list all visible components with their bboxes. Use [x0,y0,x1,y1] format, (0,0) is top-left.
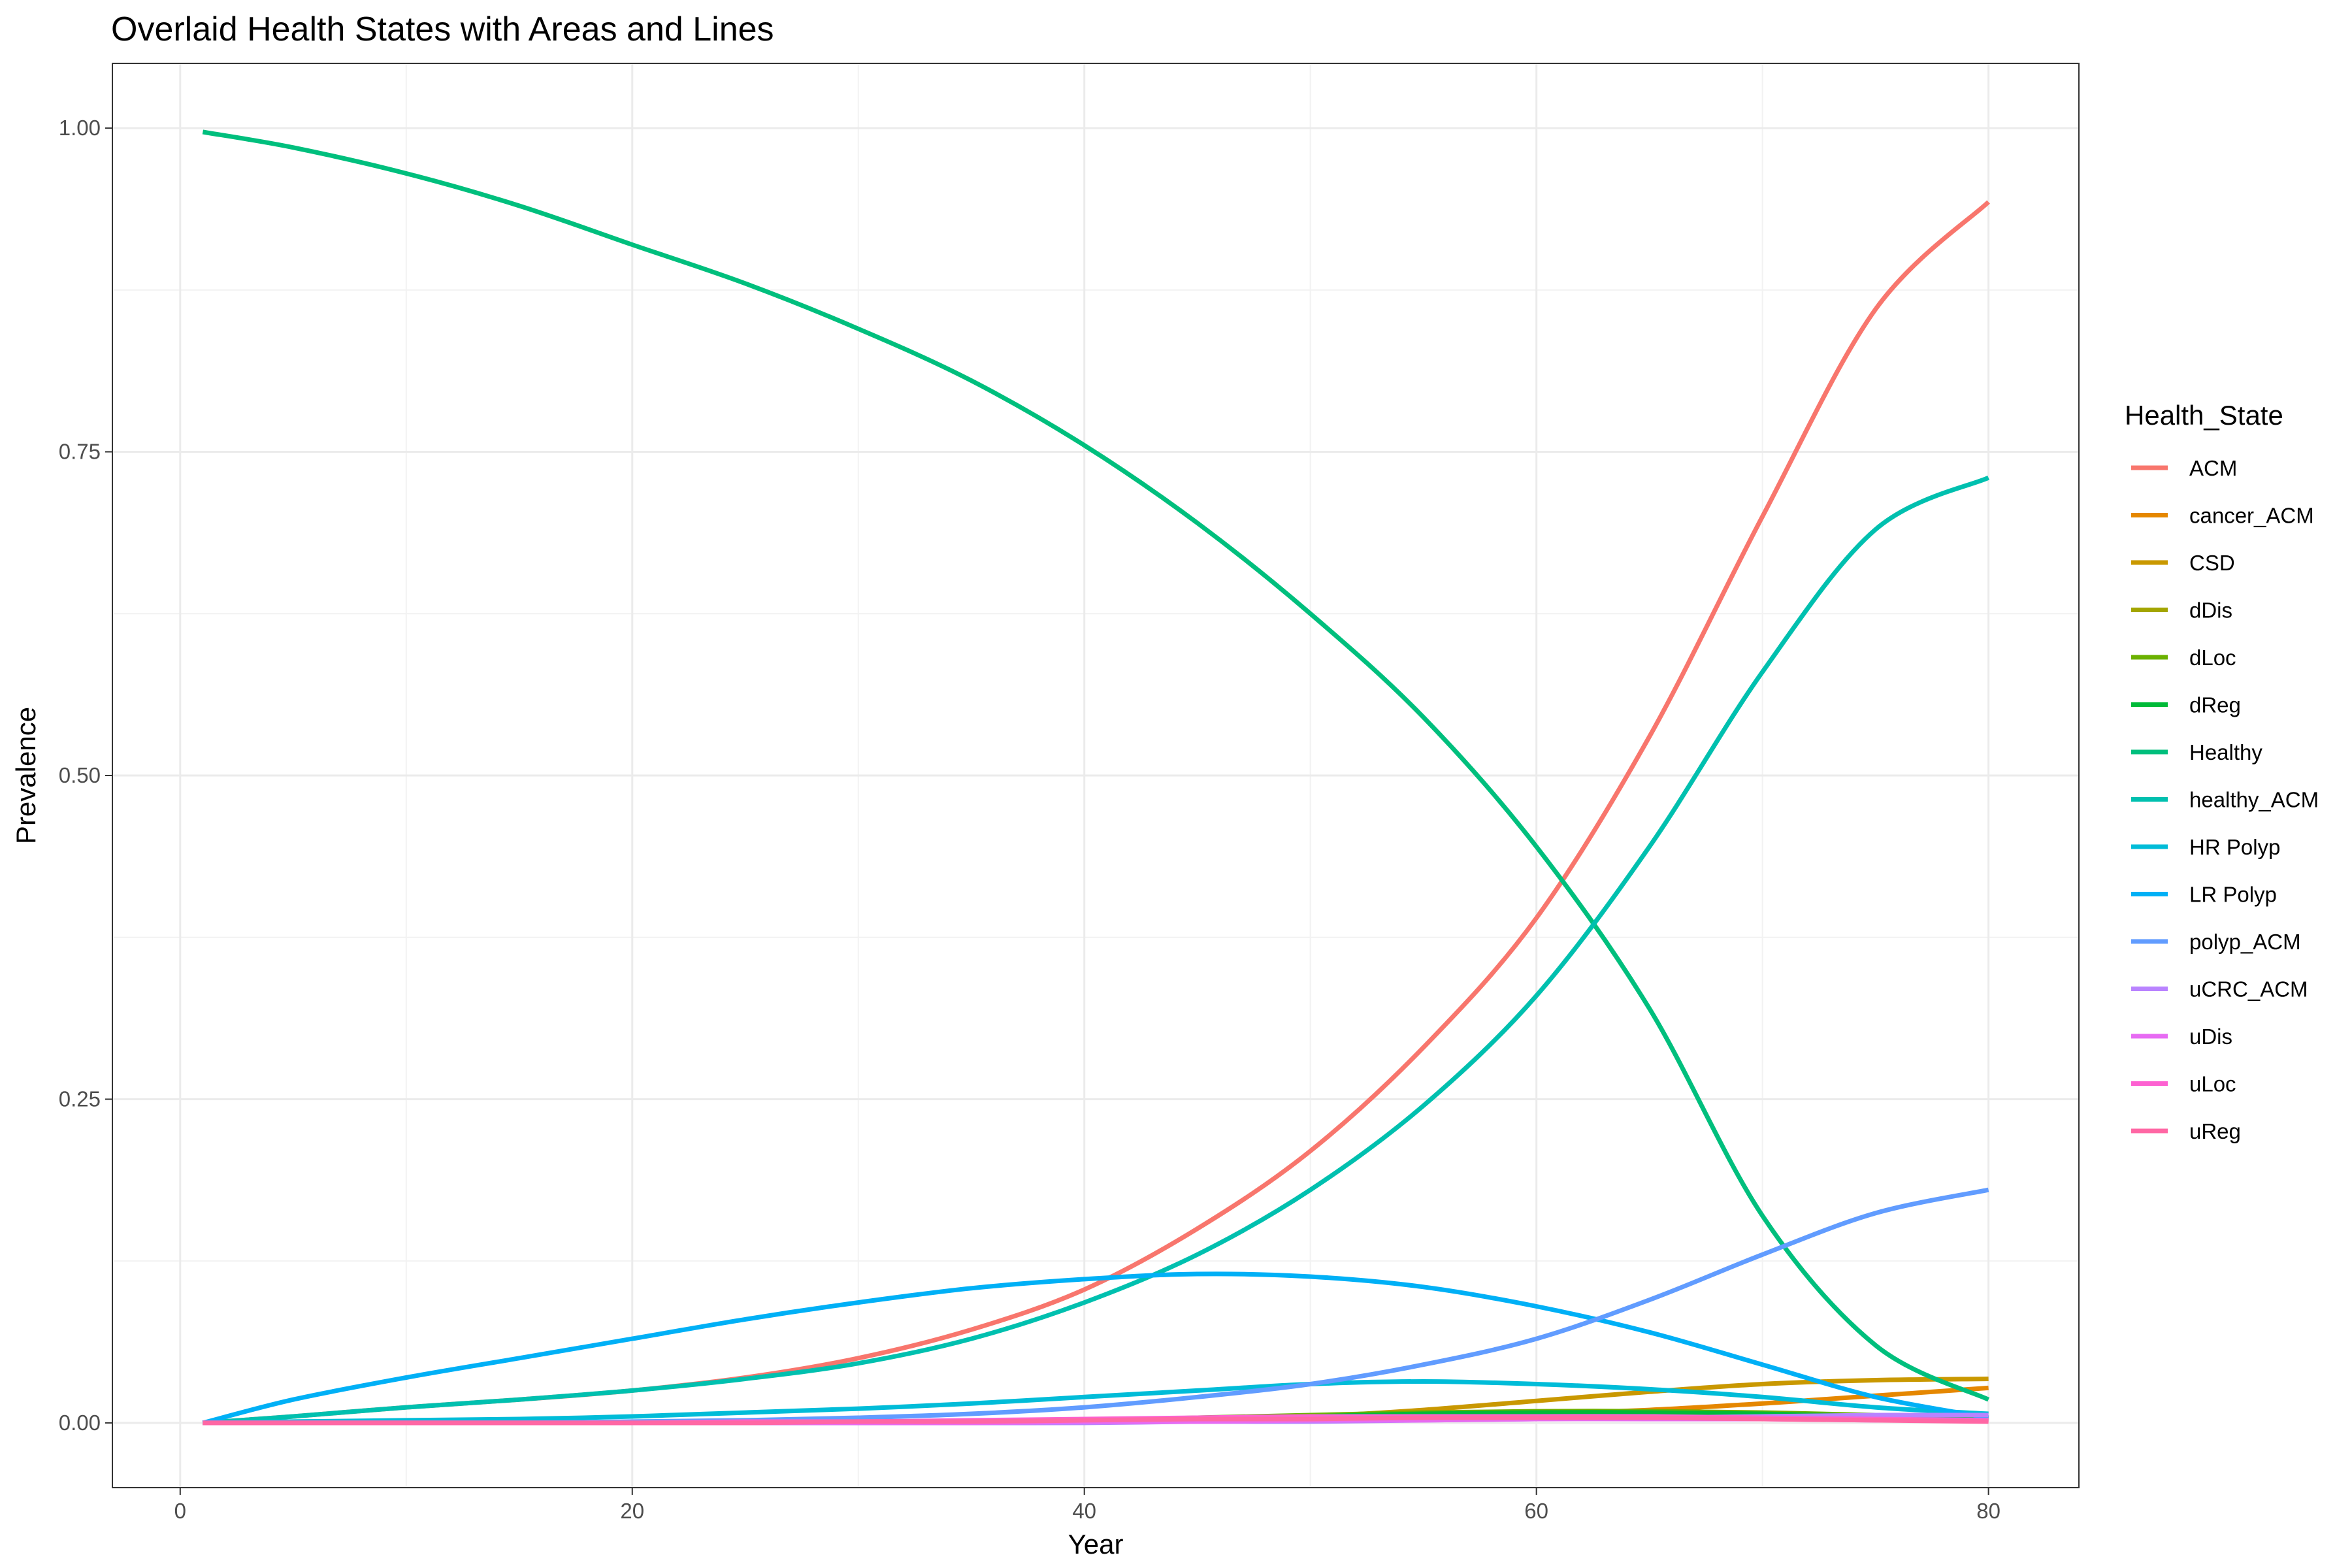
legend-label: LR Polyp [2189,883,2277,907]
series-line-healthy [202,129,1990,1402]
legend-item: LR Polyp [2131,883,2277,907]
y-axis-title: Prevalence [10,707,41,844]
x-tick-label: 80 [1976,1499,2001,1523]
legend-label: uReg [2189,1119,2241,1143]
legend-item: dLoc [2131,645,2236,670]
legend-title: Health_State [2125,400,2283,431]
y-tick-label: 1.00 [59,116,101,140]
legend-item: cancer_ACM [2131,504,2314,528]
legend-item: dReg [2131,693,2241,717]
legend-label: uLoc [2189,1072,2236,1096]
x-axis-title: Year [1068,1529,1124,1560]
legend-item: uReg [2131,1119,2241,1143]
legend-label: Healthy [2189,740,2262,764]
legend-label: CSD [2189,551,2235,575]
legend-label: healthy_ACM [2189,788,2319,812]
series-line-hr-polyp [203,1379,1989,1426]
legend-item: uCRC_ACM [2131,977,2308,1002]
series-line-healthy-acm [203,476,1990,1426]
x-tick-label: 20 [620,1499,644,1523]
y-tick-label: 0.75 [59,440,101,464]
legend-label: HR Polyp [2189,835,2280,859]
x-tick-label: 0 [174,1499,186,1523]
legend-label: uDis [2189,1024,2232,1049]
legend-item: uDis [2131,1024,2232,1049]
chart-title: Overlaid Health States with Areas and Li… [111,10,774,48]
x-tick-label: 60 [1524,1499,1548,1523]
legend-label: dReg [2189,693,2241,717]
legend-item: uLoc [2131,1072,2236,1096]
legend-item: dDis [2131,598,2232,623]
legend-item: polyp_ACM [2131,930,2301,954]
legend-item: Healthy [2131,740,2262,764]
legend-item: CSD [2131,551,2235,575]
legend-label: uCRC_ACM [2189,977,2308,1002]
series-line-lr-polyp [202,1271,1989,1426]
legend-label: cancer_ACM [2189,504,2314,528]
series-lines [202,129,1991,1426]
y-tick-label: 0.00 [59,1411,101,1435]
legend-label: dLoc [2189,645,2236,670]
legend-item: ACM [2131,456,2237,480]
minor-gridlines [112,63,2079,1488]
legend-item: HR Polyp [2131,835,2280,859]
legend-label: ACM [2189,456,2237,480]
y-axis-ticks: 0.00 0.25 0.50 0.75 1.00 [59,116,112,1435]
series-line-ureg [203,1415,1989,1426]
legend: ACM cancer_ACM CSD dDis dLoc dReg Healthy healt… [2131,456,2319,1143]
legend-item: healthy_ACM [2131,788,2319,812]
legend-label: dDis [2189,598,2232,623]
x-tick-label: 40 [1072,1499,1096,1523]
legend-label: polyp_ACM [2189,930,2301,954]
x-axis-ticks: 0 20 40 60 80 [174,1488,2001,1523]
y-tick-label: 0.50 [59,763,101,787]
y-tick-label: 0.25 [59,1086,101,1111]
